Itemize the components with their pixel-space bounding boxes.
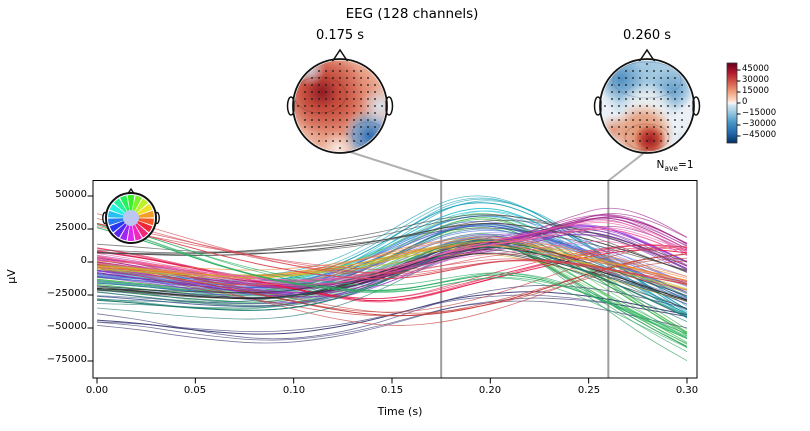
topomap-right — [593, 48, 701, 154]
x-tick-0.15: 0.15 — [380, 385, 404, 396]
channel-traces — [96, 195, 688, 362]
channel-color-legend — [102, 187, 160, 244]
nave-sub: ave — [664, 164, 679, 174]
x-tick-0.10: 0.10 — [282, 385, 306, 396]
topomap-left-field — [294, 60, 386, 152]
cb-tick-0: 0 — [742, 97, 748, 107]
x-axis-label: Time (s) — [377, 405, 423, 418]
topomap-right-time-label: 0.260 s — [622, 28, 672, 43]
electrode-dots-left — [297, 63, 383, 149]
cb-tick--15000: −15000 — [742, 108, 777, 118]
cb-tick--45000: −45000 — [742, 130, 777, 140]
topomap-connectors — [343, 148, 650, 182]
colorbar — [726, 62, 741, 144]
cb-tick-30000: 30000 — [742, 75, 770, 85]
topomap-right-field — [601, 60, 693, 152]
electrode-dots-right — [604, 63, 690, 149]
head-outline-right — [599, 58, 695, 154]
y-tick-50000: 50000 — [55, 189, 87, 200]
y-tick--25000: −25000 — [46, 288, 87, 299]
colorbar-gradient — [726, 62, 738, 144]
connector-line-left — [343, 149, 442, 182]
x-tick-0.20: 0.20 — [478, 385, 502, 396]
y-tick--50000: −50000 — [46, 321, 87, 332]
y-tick--75000: −75000 — [46, 354, 87, 365]
axis-tick-marks — [87, 195, 688, 384]
head-outline-left — [292, 58, 388, 154]
x-tick-0.25: 0.25 — [577, 385, 601, 396]
head-outline-inset — [105, 192, 157, 244]
connector-line-right — [607, 148, 650, 182]
cb-tick--30000: −30000 — [742, 119, 777, 129]
cb-tick-45000: 45000 — [742, 64, 770, 74]
topomap-left — [286, 48, 394, 154]
cb-tick-15000: 15000 — [742, 86, 770, 96]
y-axis-label: µV — [4, 269, 18, 284]
x-tick-0.00: 0.00 — [85, 385, 109, 396]
butterfly-axes — [87, 180, 698, 384]
figure-title: EEG (128 channels) — [345, 6, 479, 22]
x-tick-0.05: 0.05 — [183, 385, 207, 396]
colorbar-tick-marks — [737, 69, 741, 137]
y-tick-0: 0 — [80, 255, 87, 266]
topomap-left-time-label: 0.175 s — [315, 28, 365, 43]
x-tick-0.30: 0.30 — [675, 385, 699, 396]
nave-prefix: N — [656, 159, 665, 171]
nave-suffix: =1 — [678, 159, 694, 171]
y-tick-25000: 25000 — [55, 222, 87, 233]
nave-label: Nave=1 — [632, 159, 718, 173]
color-wheel — [108, 195, 154, 241]
